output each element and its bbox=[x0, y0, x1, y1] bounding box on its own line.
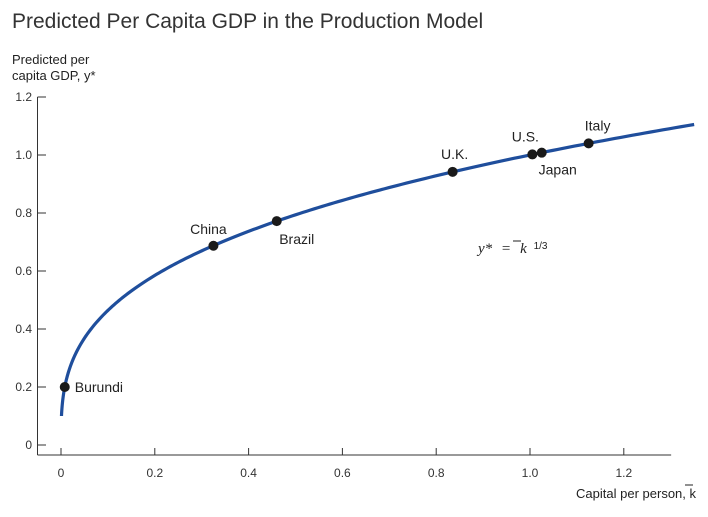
label-us: U.S. bbox=[512, 128, 539, 144]
equation-exponent: 1/3 bbox=[534, 241, 548, 252]
x-tick-label: 1.0 bbox=[522, 466, 539, 480]
x-tick-label: 0 bbox=[58, 466, 65, 480]
point-japan bbox=[536, 147, 547, 158]
x-axis-label: Capital per person, k bbox=[576, 486, 696, 501]
equation-lhs: y* bbox=[476, 241, 493, 257]
point-uk bbox=[447, 166, 458, 177]
chart-title: Predicted Per Capita GDP in the Producti… bbox=[12, 10, 483, 33]
svg-text:y* = k 1/3: y* = k 1/3 bbox=[476, 241, 548, 257]
label-italy: Italy bbox=[585, 117, 611, 133]
curve-line bbox=[59, 122, 695, 417]
label-china: China bbox=[190, 221, 227, 237]
point-burundi bbox=[59, 382, 70, 392]
y-tick-label: 1.2 bbox=[15, 90, 32, 104]
x-tick-label: 0.2 bbox=[146, 466, 163, 480]
x-ticks: 0 0.2 0.4 0.6 0.8 1.0 1.2 bbox=[58, 448, 632, 480]
x-tick-label: 0.6 bbox=[334, 466, 351, 480]
label-brazil: Brazil bbox=[279, 231, 314, 247]
point-italy bbox=[583, 138, 594, 149]
label-japan: Japan bbox=[539, 162, 577, 178]
point-china bbox=[208, 240, 219, 251]
equation-annotation: y* = k 1/3 bbox=[476, 240, 548, 257]
point-us bbox=[527, 149, 538, 160]
y-tick-label: 0 bbox=[25, 438, 32, 452]
y-tick-label: 0.4 bbox=[15, 322, 32, 336]
y-ticks: 0 0.2 0.4 0.6 0.8 1.0 1.2 bbox=[15, 90, 46, 452]
data-points bbox=[59, 138, 594, 392]
equation-rhs: k bbox=[520, 241, 527, 257]
y-tick-label: 0.8 bbox=[15, 206, 32, 220]
y-tick-label: 0.2 bbox=[15, 380, 32, 394]
point-labels: Burundi China Brazil U.K. U.S. Japan Italy bbox=[75, 117, 611, 395]
y-tick-label: 1.0 bbox=[15, 148, 32, 162]
x-tick-label: 0.4 bbox=[240, 466, 257, 480]
label-burundi: Burundi bbox=[75, 379, 123, 395]
y-axis-label-line1: Predicted per bbox=[12, 52, 90, 67]
x-tick-label: 0.8 bbox=[428, 466, 445, 480]
point-brazil bbox=[271, 216, 282, 227]
y-axis-label-line2: capita GDP, y* bbox=[12, 68, 96, 83]
y-tick-label: 0.6 bbox=[15, 264, 32, 278]
axes bbox=[37, 97, 672, 456]
label-uk: U.K. bbox=[441, 146, 468, 162]
x-tick-label: 1.2 bbox=[615, 466, 632, 480]
